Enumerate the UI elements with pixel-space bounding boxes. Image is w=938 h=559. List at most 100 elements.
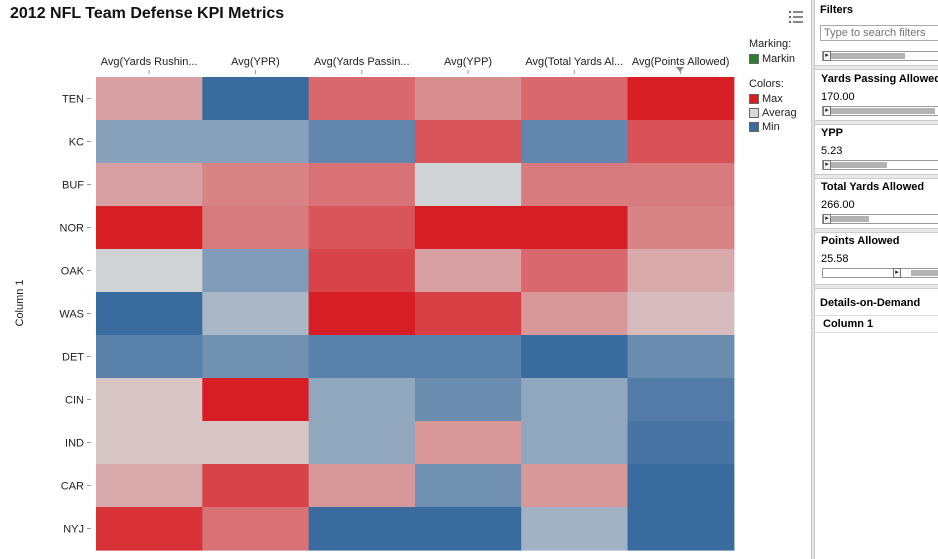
heatmap-cell[interactable] (96, 249, 203, 293)
heatmap-cell[interactable] (308, 464, 416, 508)
heatmap-cell[interactable] (414, 335, 522, 379)
heatmap-cell[interactable] (521, 77, 629, 121)
legend-item-average[interactable]: Averag (749, 106, 809, 120)
heatmap-cell[interactable] (414, 507, 522, 551)
filter-search-input[interactable] (820, 25, 938, 41)
heatmap-cell[interactable] (96, 507, 203, 551)
heatmap-cell[interactable] (627, 507, 735, 551)
heatmap-cell[interactable] (414, 464, 522, 508)
heatmap-cell[interactable] (202, 292, 310, 336)
heatmap-cell[interactable] (96, 464, 203, 508)
row-label[interactable]: CIN (65, 395, 84, 407)
heatmap-cell[interactable] (521, 464, 629, 508)
heatmap-cell[interactable] (521, 249, 629, 293)
legend-item-max[interactable]: Max (749, 92, 809, 106)
legend-item-min[interactable]: Min (749, 120, 809, 134)
heatmap-cell[interactable] (627, 378, 735, 422)
heatmap-cell[interactable] (521, 421, 629, 465)
row-label[interactable]: CAR (61, 481, 84, 493)
range-slider[interactable]: ▸ (822, 268, 938, 278)
row-label[interactable]: TEN (62, 94, 84, 106)
heatmap-cell[interactable] (308, 335, 416, 379)
filter-list-scrollbar[interactable]: ▸ (822, 51, 938, 61)
list-menu-icon[interactable] (789, 10, 803, 26)
heatmap-cell[interactable] (202, 163, 310, 207)
heatmap-cell[interactable] (627, 206, 735, 250)
heatmap-cell[interactable] (414, 163, 522, 207)
right-arrow-icon[interactable]: ▸ (823, 51, 831, 61)
right-arrow-icon[interactable]: ▸ (893, 268, 901, 278)
heatmap-cell[interactable] (521, 206, 629, 250)
heatmap-cell[interactable] (308, 77, 416, 121)
heatmap-cell[interactable] (96, 77, 203, 121)
heatmap-cell[interactable] (96, 335, 203, 379)
heatmap-cell[interactable] (414, 421, 522, 465)
heatmap-cell[interactable] (521, 120, 629, 164)
column-header[interactable]: Avg(Total Yards Al... (525, 56, 623, 68)
heatmap-cell[interactable] (414, 77, 522, 121)
row-label[interactable]: NOR (60, 223, 85, 235)
heatmap-cell[interactable] (96, 292, 203, 336)
heatmap-cell[interactable] (414, 378, 522, 422)
heatmap-cell[interactable] (96, 163, 203, 207)
row-label[interactable]: KC (69, 137, 84, 149)
heatmap-cell[interactable] (96, 421, 203, 465)
heatmap-cell[interactable] (414, 120, 522, 164)
heatmap-cell[interactable] (627, 464, 735, 508)
heatmap-cell[interactable] (521, 163, 629, 207)
column-header[interactable]: Avg(YPR) (231, 56, 280, 68)
legend-marking-item[interactable]: Markin (749, 52, 809, 66)
column-header[interactable]: Avg(YPP) (444, 56, 492, 68)
heatmap-cell[interactable] (627, 163, 735, 207)
heatmap-cell[interactable] (202, 464, 310, 508)
heatmap-cell[interactable] (96, 120, 203, 164)
heatmap-cell[interactable] (308, 507, 416, 551)
heatmap-cell[interactable] (202, 120, 310, 164)
heatmap-cell[interactable] (308, 378, 416, 422)
heatmap-cell[interactable] (202, 378, 310, 422)
row-label[interactable]: WAS (59, 309, 84, 321)
heatmap-cell[interactable] (96, 206, 203, 250)
heatmap-cell[interactable] (202, 77, 310, 121)
heatmap-cell[interactable] (96, 378, 203, 422)
row-label[interactable]: NYJ (63, 524, 84, 536)
heatmap-cell[interactable] (202, 206, 310, 250)
range-slider[interactable]: ▸ (822, 214, 938, 224)
right-arrow-icon[interactable]: ▸ (823, 160, 831, 170)
right-arrow-icon[interactable]: ▸ (823, 106, 831, 116)
range-slider[interactable]: ▸ (822, 106, 938, 116)
heatmap-cell[interactable] (202, 335, 310, 379)
heatmap-cell[interactable] (308, 120, 416, 164)
heatmap-cell[interactable] (627, 77, 735, 121)
column-header[interactable]: Avg(Points Allowed) (632, 56, 730, 68)
heatmap-cell[interactable] (202, 249, 310, 293)
heatmap-cell[interactable] (521, 378, 629, 422)
heatmap-cell[interactable] (308, 421, 416, 465)
heatmap-cell[interactable] (202, 421, 310, 465)
heatmap-cell[interactable] (521, 507, 629, 551)
heatmap-cell[interactable] (308, 292, 416, 336)
details-column-header[interactable]: Column 1 (815, 315, 938, 333)
range-slider[interactable]: ▸ (822, 160, 938, 170)
heatmap-cell[interactable] (414, 206, 522, 250)
heatmap-cell[interactable] (414, 292, 522, 336)
heatmap-cell[interactable] (627, 249, 735, 293)
row-label[interactable]: BUF (62, 180, 84, 192)
heatmap-cell[interactable] (627, 120, 735, 164)
heatmap-cell[interactable] (627, 421, 735, 465)
right-arrow-icon[interactable]: ▸ (823, 214, 831, 224)
sort-indicator-icon[interactable] (676, 67, 684, 72)
heatmap-cell[interactable] (202, 507, 310, 551)
heatmap-cell[interactable] (521, 335, 629, 379)
heatmap-cell[interactable] (308, 249, 416, 293)
heatmap-cell[interactable] (627, 292, 735, 336)
heatmap-cell[interactable] (308, 163, 416, 207)
row-label[interactable]: OAK (61, 266, 85, 278)
heatmap-cell[interactable] (308, 206, 416, 250)
row-label[interactable]: DET (62, 352, 84, 364)
heatmap-chart[interactable]: Avg(Yards Rushin... Avg(YPR) Avg(Yards Pas… (0, 0, 745, 559)
heatmap-cell[interactable] (414, 249, 522, 293)
row-label[interactable]: IND (65, 438, 84, 450)
heatmap-cell[interactable] (627, 335, 735, 379)
column-header[interactable]: Avg(Yards Rushin... (101, 56, 198, 68)
